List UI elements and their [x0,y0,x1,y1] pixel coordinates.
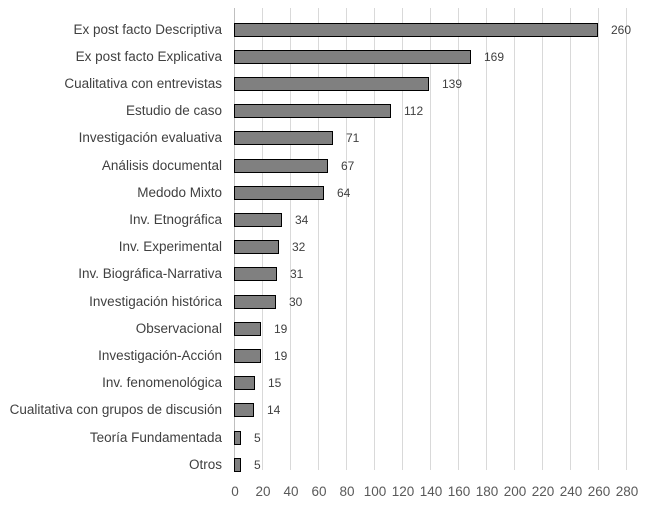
bar [234,349,261,363]
x-tick-label: 220 [531,484,555,499]
category-label: Teoría Fundamentada [89,429,222,445]
x-tick-label: 40 [283,484,299,499]
x-tick-label: 200 [503,484,527,499]
category-label: Inv. Experimental [118,239,222,255]
x-tick-label: 100 [363,484,387,499]
data-label: 112 [404,104,424,119]
gridline [626,8,627,470]
gridline [458,8,459,470]
data-label: 139 [442,77,463,91]
data-label: 15 [268,376,282,391]
gridline [346,8,347,470]
category-label: Cualitativa con grupos de discusión [9,402,222,418]
bar [234,158,328,173]
gridline [542,8,543,470]
x-tick-label: 280 [615,484,639,499]
bar [234,49,471,64]
gridline [290,8,291,470]
data-label: 5 [254,430,261,445]
category-label: Otros [188,456,222,472]
x-tick-label: 0 [231,484,239,499]
gridline [570,8,571,470]
x-tick-label: 80 [339,484,355,499]
x-tick-label: 60 [311,484,327,499]
bar [234,22,598,37]
x-tick-label: 20 [255,484,271,499]
value-axis-line [234,8,235,470]
gridline [598,8,599,470]
bar [234,376,255,391]
bar [234,267,277,282]
bar [234,321,261,336]
category-label: Inv. Etnográfica [129,212,222,227]
data-label: 30 [289,294,303,309]
x-tick-label: 160 [447,484,471,499]
category-label: Cualitativa con entrevistas [64,76,222,91]
data-label: 31 [290,267,304,282]
data-label: 67 [341,158,355,173]
gridline [262,8,263,470]
data-label: 169 [484,49,505,64]
category-label: Investigación-Acción [98,348,222,363]
gridline [402,8,403,470]
category-label: Investigación evaluativa [78,130,222,146]
x-tick-label: 260 [587,484,611,499]
x-tick-label: 180 [475,484,499,499]
category-label: Estudio de caso [125,103,222,119]
gridline [514,8,515,470]
category-label: Ex post facto Descriptiva [73,21,222,37]
bar [234,457,241,472]
data-label: 32 [292,240,306,255]
data-label: 19 [274,349,288,363]
gridline [486,8,487,470]
data-label: 71 [346,131,360,146]
category-label: Medodo Mixto [137,184,222,200]
data-label: 34 [295,213,309,227]
gridline [430,8,431,470]
x-tick-label: 240 [559,484,583,499]
bar [234,77,429,91]
data-label: 64 [337,185,351,200]
bar [234,213,282,227]
data-label: 19 [274,321,288,336]
bar [234,430,241,445]
category-label: Análisis documental [101,157,222,173]
data-label: 260 [611,22,632,37]
category-label: Investigación histórica [89,293,222,309]
x-tick-label: 120 [391,484,415,499]
bar [234,294,276,309]
data-label: 14 [267,403,281,418]
data-label: 5 [254,457,261,472]
category-label: Ex post facto Explicativa [75,48,222,64]
bar [234,104,391,119]
gridline [374,8,375,470]
bar [234,185,324,200]
category-label: Inv. fenomenológica [102,375,222,391]
bar [234,131,333,146]
bar [234,240,279,255]
category-label: Observacional [135,320,222,336]
category-label: Inv. Biográfica-Narrativa [78,266,222,282]
gridline [318,8,319,470]
bar [234,403,254,418]
x-tick-label: 140 [419,484,443,499]
